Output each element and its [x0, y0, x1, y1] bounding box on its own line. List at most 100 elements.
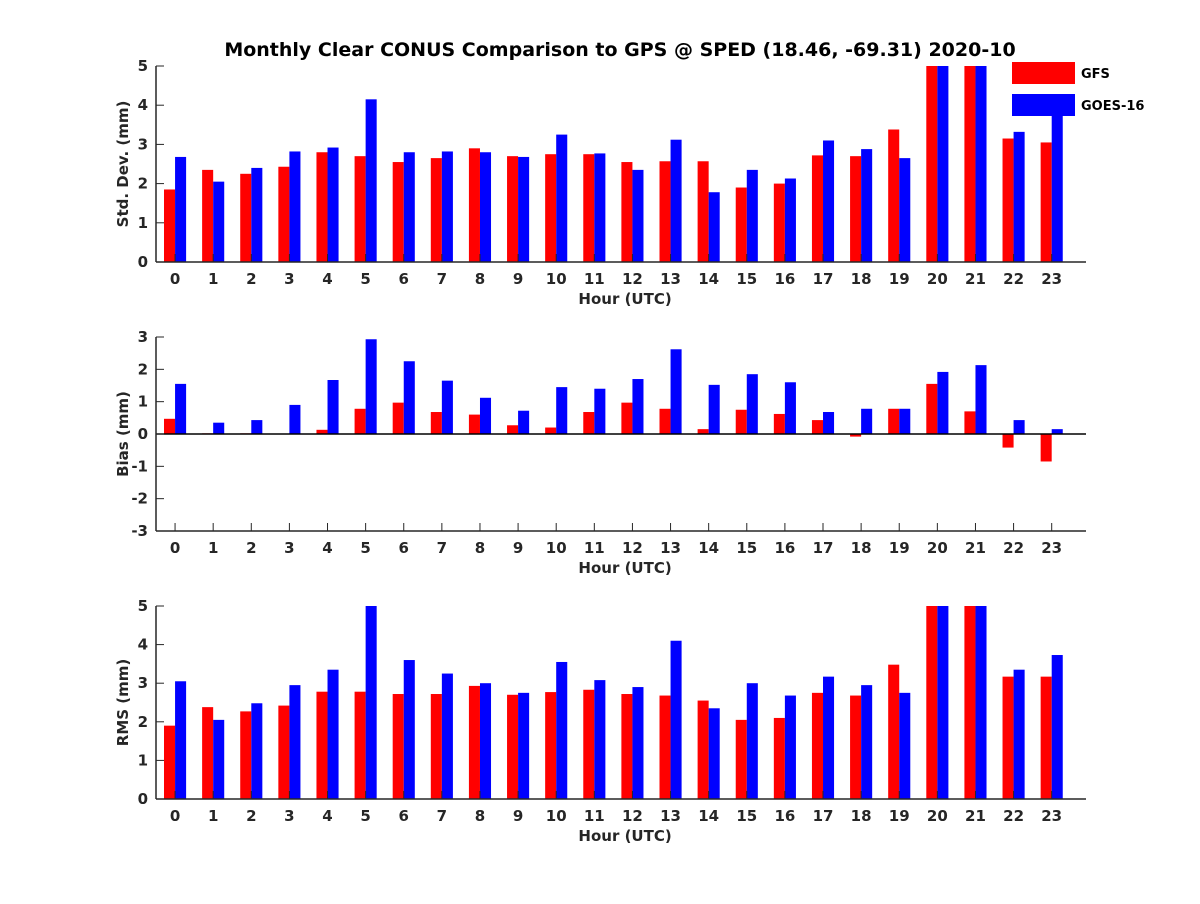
x-tick-label: 6	[399, 270, 409, 288]
x-tick-label: 1	[208, 539, 218, 557]
bar-goes-16-hour-9	[518, 693, 529, 799]
x-tick-label: 0	[170, 807, 180, 825]
bar-gfs-hour-8	[469, 415, 480, 434]
bar-goes-16-hour-23	[1052, 114, 1063, 262]
bar-gfs-hour-6	[393, 162, 404, 262]
bar-goes-16-hour-12	[632, 170, 643, 262]
x-tick-label: 22	[1003, 539, 1024, 557]
bar-gfs-hour-23	[1041, 677, 1052, 799]
x-tick-label: 4	[322, 807, 332, 825]
bar-goes-16-hour-14	[709, 385, 720, 434]
x-tick-label: 9	[513, 539, 523, 557]
bar-gfs-hour-0	[164, 189, 175, 262]
x-tick-label: 0	[170, 270, 180, 288]
bar-goes-16-hour-15	[747, 374, 758, 434]
x-tick-label: 13	[660, 807, 681, 825]
bar-goes-16-hour-17	[823, 412, 834, 434]
x-tick-label: 8	[475, 539, 485, 557]
bar-goes-16-hour-15	[747, 683, 758, 799]
bar-gfs-hour-9	[507, 156, 518, 262]
bar-goes-16-hour-11	[594, 153, 605, 262]
bar-goes-16-hour-17	[823, 677, 834, 799]
bar-goes-16-hour-14	[709, 708, 720, 799]
bar-gfs-hour-14	[698, 161, 709, 262]
x-tick-label: 11	[584, 807, 605, 825]
bar-gfs-hour-5	[355, 692, 366, 799]
bar-gfs-hour-5	[355, 156, 366, 262]
bar-gfs-hour-18	[850, 696, 861, 799]
bar-goes-16-hour-23	[1052, 655, 1063, 799]
bar-goes-16-hour-20	[937, 372, 948, 434]
x-tick-label: 15	[736, 270, 757, 288]
bar-gfs-hour-1	[202, 707, 213, 799]
x-tick-label: 2	[246, 270, 256, 288]
bar-goes-16-hour-21	[975, 66, 986, 262]
bar-goes-16-hour-15	[747, 170, 758, 262]
bar-goes-16-hour-4	[328, 148, 339, 262]
bar-goes-16-hour-22	[1014, 132, 1025, 262]
bar-gfs-hour-3	[278, 706, 289, 799]
x-tick-label: 12	[622, 539, 643, 557]
y-tick-label: -3	[131, 522, 148, 540]
x-tick-label: 9	[513, 807, 523, 825]
bar-gfs-hour-17	[812, 155, 823, 262]
bar-goes-16-hour-3	[289, 405, 300, 434]
x-tick-label: 5	[360, 539, 370, 557]
bar-gfs-hour-6	[393, 694, 404, 799]
y-tick-label: 1	[138, 214, 148, 232]
bar-gfs-hour-10	[545, 692, 556, 799]
x-tick-label: 10	[546, 539, 567, 557]
bar-goes-16-hour-4	[328, 670, 339, 799]
bar-gfs-hour-16	[774, 718, 785, 799]
bar-gfs-hour-14	[698, 701, 709, 799]
y-tick-label: 2	[138, 713, 148, 731]
bar-gfs-hour-9	[507, 695, 518, 799]
x-tick-label: 7	[437, 807, 447, 825]
x-tick-label: 9	[513, 270, 523, 288]
bar-gfs-hour-13	[660, 696, 671, 799]
bar-gfs-hour-4	[316, 692, 327, 799]
bar-goes-16-hour-20	[937, 606, 948, 799]
bar-goes-16-hour-12	[632, 687, 643, 799]
bar-gfs-hour-9	[507, 425, 518, 434]
bar-goes-16-hour-17	[823, 140, 834, 262]
x-tick-label: 12	[622, 807, 643, 825]
x-tick-label: 18	[851, 807, 872, 825]
x-tick-label: 20	[927, 539, 948, 557]
bar-goes-16-hour-0	[175, 384, 186, 434]
x-tick-label: 16	[774, 539, 795, 557]
bar-gfs-hour-22	[1003, 434, 1014, 448]
bar-goes-16-hour-6	[404, 660, 415, 799]
x-tick-label: 0	[170, 539, 180, 557]
bar-gfs-hour-18	[850, 156, 861, 262]
bar-goes-16-hour-18	[861, 149, 872, 262]
y-tick-label: 0	[138, 790, 148, 808]
bar-gfs-hour-22	[1003, 677, 1014, 799]
chart-title: Monthly Clear CONUS Comparison to GPS @ …	[224, 39, 1015, 61]
x-tick-label: 22	[1003, 270, 1024, 288]
x-tick-label: 21	[965, 807, 986, 825]
x-tick-label: 1	[208, 270, 218, 288]
bar-goes-16-hour-2	[251, 420, 262, 434]
bar-gfs-hour-17	[812, 693, 823, 799]
x-tick-label: 23	[1041, 270, 1062, 288]
bar-goes-16-hour-7	[442, 151, 453, 262]
bar-gfs-hour-19	[888, 130, 899, 263]
bar-goes-16-hour-16	[785, 382, 796, 434]
bar-gfs-hour-19	[888, 409, 899, 434]
bar-goes-16-hour-12	[632, 379, 643, 434]
bar-gfs-hour-6	[393, 403, 404, 434]
x-tick-label: 23	[1041, 539, 1062, 557]
bar-gfs-hour-17	[812, 420, 823, 434]
x-tick-label: 4	[322, 270, 332, 288]
y-tick-label: 1	[138, 393, 148, 411]
x-tick-label: 8	[475, 807, 485, 825]
bar-goes-16-hour-22	[1014, 670, 1025, 799]
bar-goes-16-hour-18	[861, 409, 872, 434]
bar-goes-16-hour-0	[175, 157, 186, 262]
x-tick-label: 11	[584, 270, 605, 288]
bar-goes-16-hour-11	[594, 680, 605, 799]
